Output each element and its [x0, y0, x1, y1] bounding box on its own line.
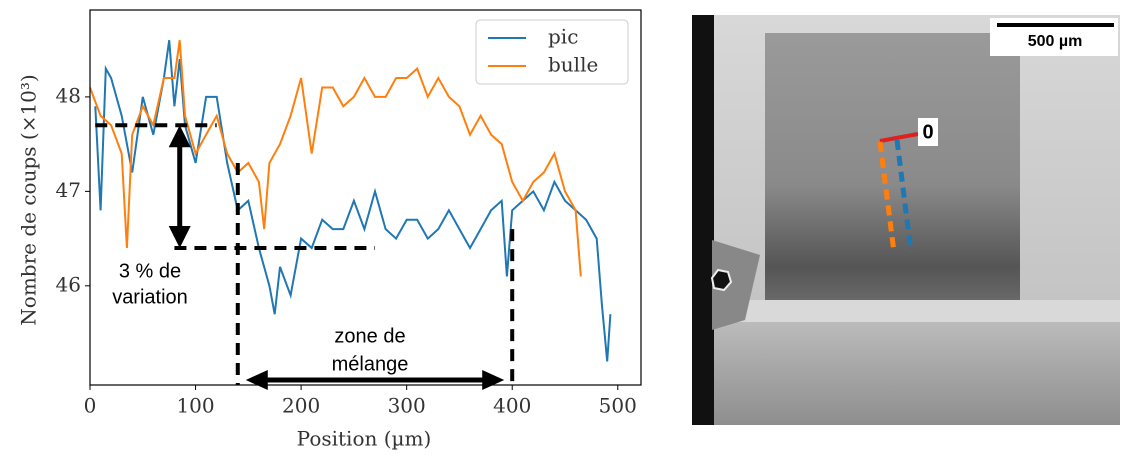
annotation: 3 % de — [119, 260, 181, 282]
legend-box — [475, 19, 629, 85]
x-axis-label: Position (µm) — [297, 427, 432, 451]
annotation: mélange — [332, 353, 409, 375]
x-tick-label: 100 — [176, 394, 214, 418]
orange-path — [877, 141, 897, 253]
plot-frame — [89, 9, 642, 386]
legend-label: bulle — [548, 53, 598, 77]
arrow-head — [168, 226, 191, 249]
x-tick-label: 400 — [493, 394, 531, 418]
profile-line — [879, 132, 919, 143]
holder-bar — [692, 15, 714, 425]
y-tick-label: 46 — [56, 272, 81, 296]
marker-box — [918, 118, 938, 146]
x-tick-label: 500 — [599, 394, 637, 418]
holder-plate — [712, 240, 760, 330]
arrow-head — [245, 370, 268, 390]
y-tick-label: 47 — [56, 178, 81, 202]
x-tick-label: 300 — [388, 394, 426, 418]
annotation: variation — [112, 286, 188, 308]
line — [89, 40, 582, 277]
line — [94, 40, 612, 362]
screw — [710, 268, 733, 292]
x-tick-label: 200 — [282, 394, 320, 418]
x-tick-label: 0 — [84, 394, 97, 418]
y-tick-label: 48 — [56, 83, 81, 107]
legend-label: pic — [548, 25, 578, 49]
scale-label: 500 µm — [1028, 33, 1083, 50]
sample-edge — [692, 300, 1120, 322]
micrograph: 500 µm 0 — [692, 15, 1120, 425]
sample-block — [765, 33, 1020, 308]
arrow-head — [482, 370, 505, 390]
y-axis-label: Nombre de coups (×10³) — [17, 74, 41, 325]
annotation: zone de — [334, 325, 405, 347]
blue-path — [894, 139, 914, 253]
arrow-head — [168, 125, 191, 148]
marker-label: 0 — [922, 121, 933, 143]
